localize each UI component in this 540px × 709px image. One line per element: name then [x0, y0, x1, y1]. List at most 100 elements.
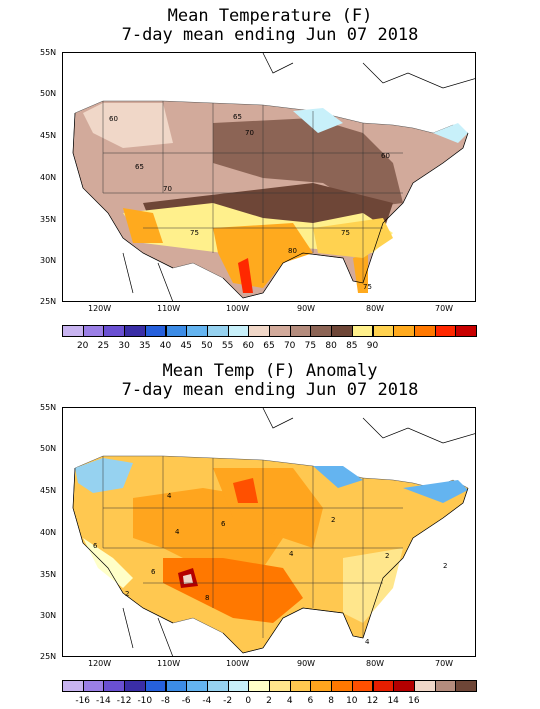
colorbar-tick-label: 50 — [201, 341, 213, 351]
colorbar-cell — [289, 680, 312, 692]
lon-label: 120W — [88, 304, 112, 313]
lon-label: 110W — [157, 659, 181, 668]
colorbar-tick-label: -12 — [116, 696, 132, 706]
colorbar-tick-label: 65 — [263, 341, 275, 351]
lon-label: 100W — [226, 659, 250, 668]
mean-temperature-panel: Mean Temperature (F) 7-day mean ending J… — [40, 6, 477, 351]
anomaly-colorbar: -16 -14 -12 -10 -8 -6 -4 -2 0 2 4 6 8 10 12 14 16 — [62, 680, 477, 706]
colorbar-tick-label: 75 — [304, 341, 317, 351]
anomaly-region-sw-coast — [83, 538, 133, 588]
colorbar-tick-label: 8 — [328, 696, 334, 706]
contour-label: 70 — [163, 185, 172, 193]
colorbar-cell — [82, 325, 105, 337]
colorbar-cell — [165, 325, 188, 337]
contour-label: 60 — [109, 115, 118, 123]
colorbar-tick-label: 35 — [139, 341, 151, 351]
anomaly-region-ne-cool — [313, 466, 468, 503]
lon-label: 110W — [157, 304, 181, 313]
colorbar-cell — [227, 325, 250, 337]
coastlines — [72, 408, 475, 656]
colorbar-cell — [124, 325, 146, 337]
temp-region-90 — [238, 258, 253, 293]
colorbar-cell — [227, 680, 250, 692]
colorbar-cell — [206, 325, 229, 337]
contour-label: 6 — [151, 568, 156, 576]
lat-label: 40N — [40, 528, 57, 537]
colorbar-tick-label: 25 — [97, 341, 110, 351]
lon-label: 120W — [88, 659, 112, 668]
anomaly-region-southeast — [343, 548, 403, 623]
contour-label: 2 — [125, 590, 129, 598]
colorbar-tick-label: 14 — [387, 696, 399, 706]
anomaly-region-mn — [233, 478, 258, 503]
contour-label: 75 — [363, 283, 372, 291]
colorbar-tick-label: 80 — [325, 341, 337, 351]
colorbar-tick-label: -8 — [161, 696, 170, 706]
colorbar-cell — [144, 325, 167, 337]
colorbar-cell — [186, 325, 208, 337]
lon-label: 70W — [435, 304, 454, 313]
lon-label: 80W — [366, 659, 385, 668]
colorbar-tick-label: 16 — [408, 696, 420, 706]
temp-region-70 — [213, 118, 403, 208]
lat-label: 50N — [40, 89, 57, 98]
colorbar-cell — [351, 680, 374, 692]
colorbar-cell — [269, 680, 291, 692]
colorbar-tick-label: -10 — [137, 696, 153, 706]
colorbar-tick-label: 60 — [242, 341, 255, 351]
colorbar-cell — [434, 325, 457, 337]
contour-label: 4 — [167, 492, 172, 500]
map-title: Mean Temperature (F) — [167, 6, 373, 26]
colorbar-tick-label: -2 — [223, 696, 233, 706]
colorbar-tick-label: -6 — [181, 696, 191, 706]
colorbar-tick-label: 2 — [266, 696, 272, 706]
lat-label: 55N — [40, 403, 57, 412]
state-boundaries — [102, 101, 403, 283]
colorbar-cell — [331, 325, 353, 337]
colorbar-cell — [248, 325, 270, 337]
colorbar-cell — [103, 325, 126, 337]
lat-label: 50N — [40, 444, 57, 453]
contour-label: 4 — [365, 638, 370, 646]
colorbar-cell — [372, 325, 395, 337]
colorbar-cell — [372, 680, 395, 692]
temperature-anomaly-panel: Mean Temp (F) Anomaly 7-day mean ending … — [0, 355, 540, 709]
anomaly-map-graphic: 4 6 6 2 4 4 6 8 2 2 2 4 — [72, 408, 475, 656]
contour-label: 70 — [245, 129, 254, 137]
colorbar-tick-label: 6 — [307, 696, 314, 706]
colorbar-tick-label: 4 — [286, 696, 293, 706]
lat-label: 45N — [40, 131, 57, 140]
colorbar-cell — [455, 325, 477, 337]
colorbar-cell — [434, 680, 457, 692]
colorbar-tick-label: 30 — [118, 341, 130, 351]
colorbar-tick-label: 90 — [366, 341, 379, 351]
anomaly-region-southwest-10 — [163, 558, 303, 623]
lat-label: 55N — [40, 48, 57, 57]
lon-label: 90W — [297, 304, 316, 313]
colorbar-cell — [393, 680, 415, 692]
colorbar-tick-label: 70 — [283, 341, 296, 351]
colorbar-tick-label: 40 — [159, 341, 172, 351]
map-title: Mean Temp (F) Anomaly — [162, 361, 378, 381]
colorbar-tick-label: 85 — [346, 341, 358, 351]
contour-label: 4 — [289, 550, 294, 558]
contour-label: 80 — [288, 247, 297, 255]
colorbar-cell — [144, 680, 167, 692]
colorbar-cell — [62, 325, 84, 337]
colorbar-cell — [413, 325, 436, 337]
anomaly-region-nw-cool — [75, 458, 133, 493]
lon-label: 70W — [435, 659, 454, 668]
anomaly-region-hotspot-inner — [183, 574, 193, 584]
colorbar-cell — [124, 680, 146, 692]
map-subtitle: 7-day mean ending Jun 07 2018 — [121, 380, 419, 400]
colorbar-cell — [351, 325, 374, 337]
colorbar-tick-label: 10 — [346, 696, 358, 706]
contour-label: 6 — [93, 542, 98, 550]
lat-label: 30N — [40, 611, 57, 620]
colorbar-cell — [103, 680, 126, 692]
contour-label: 2 — [331, 516, 335, 524]
temperature-map-graphic: 60 65 70 65 70 75 75 80 75 60 — [72, 53, 475, 301]
colorbar-cell — [331, 680, 353, 692]
anomaly-map: 4 6 6 2 4 4 6 8 2 2 2 4 — [62, 407, 476, 657]
lat-label: 30N — [40, 256, 57, 265]
